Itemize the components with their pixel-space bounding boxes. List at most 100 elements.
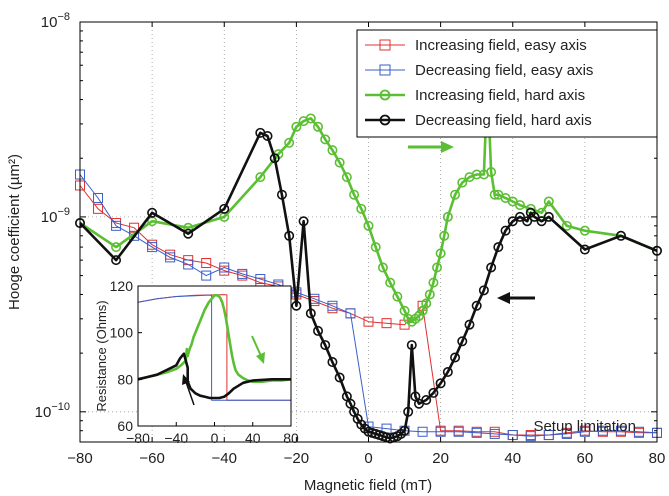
legend-marker — [379, 114, 391, 126]
data-point — [579, 225, 590, 236]
x-tick-label: 60 — [577, 450, 594, 467]
data-point — [363, 316, 374, 327]
legend: Increasing field, easy axis Decreasing fi… — [356, 29, 658, 138]
data-point — [507, 216, 518, 227]
data-point — [341, 172, 352, 183]
data-point — [579, 244, 590, 255]
y-tick-label: 10−8 — [41, 11, 70, 31]
data-point — [500, 225, 511, 236]
black-left-arrow — [497, 292, 535, 304]
setup-limitation-annotation: Setup limitation — [533, 418, 636, 435]
data-point — [165, 252, 176, 263]
data-point — [183, 222, 194, 233]
inset-y-axis-label: Resistance (Ohms) — [94, 300, 109, 411]
data-point — [410, 391, 421, 402]
data-point — [493, 242, 504, 253]
x-tick-label: 20 — [432, 450, 449, 467]
inset-plot: −80 −40 0 40 80 60 80 100 120 Resistance (Ohms) — [94, 278, 299, 446]
inset-x-tick-label: 40 — [245, 430, 261, 446]
legend-entry-decreasing-field-easy-axis: Decreasing field, easy axis — [365, 62, 593, 79]
data-point — [345, 308, 356, 319]
data-point — [381, 318, 392, 329]
data-point — [284, 230, 295, 241]
data-point — [392, 291, 403, 302]
data-point — [255, 274, 266, 285]
data-point — [579, 426, 590, 437]
data-point — [525, 431, 536, 442]
data-point — [428, 387, 439, 398]
data-point — [237, 268, 248, 279]
legend-label: Increasing field, easy axis — [415, 37, 587, 54]
legend-label: Increasing field, hard axis — [415, 87, 585, 104]
legend-label: Decreasing field, hard axis — [415, 112, 592, 129]
inset-black-arrow — [182, 374, 195, 406]
inset-series-layer — [137, 293, 292, 401]
y-tick-label: 10−10 — [35, 401, 70, 421]
data-point — [291, 300, 302, 311]
data-point — [201, 270, 212, 281]
inset-y-tick-label: 80 — [117, 371, 133, 387]
inset-series-line — [137, 293, 292, 384]
data-point — [349, 406, 360, 417]
data-point — [298, 216, 309, 227]
data-point — [489, 189, 500, 200]
data-point — [111, 242, 122, 253]
data-point — [219, 203, 230, 214]
data-point — [457, 177, 468, 188]
legend-marker — [379, 39, 391, 51]
data-point — [327, 357, 338, 368]
inset-x-tick-label: 0 — [211, 430, 219, 446]
series-line — [79, 131, 658, 440]
data-point — [111, 255, 122, 266]
inset-green-arrow — [251, 335, 265, 364]
legend-entry-decreasing-field-hard-axis: Decreasing field, hard axis — [365, 112, 592, 129]
data-point — [93, 203, 104, 214]
data-point — [349, 189, 360, 200]
data-point — [471, 427, 482, 438]
legend-marker — [379, 64, 391, 76]
data-point — [428, 277, 439, 288]
data-point — [111, 220, 122, 231]
x-tick-label: −40 — [212, 450, 237, 467]
data-point — [320, 134, 331, 145]
data-point — [406, 340, 417, 351]
x-tick-label: 0 — [364, 450, 372, 467]
data-point — [561, 220, 572, 231]
y-tick-label: 10−9 — [41, 206, 70, 226]
data-point — [183, 259, 194, 270]
data-point — [450, 189, 461, 200]
inset-x-tick-label: −40 — [164, 430, 188, 446]
data-point — [417, 426, 428, 437]
data-point — [615, 425, 626, 436]
data-point — [363, 220, 374, 231]
data-point — [219, 262, 230, 273]
data-point — [435, 378, 446, 389]
data-point — [435, 426, 446, 437]
x-axis-label: Magnetic field (mT) — [304, 477, 432, 494]
data-point — [486, 166, 497, 177]
data-point — [255, 172, 266, 183]
data-point — [356, 203, 367, 214]
inset-axis-ticks: −80 −40 0 40 80 60 80 100 120 — [110, 278, 299, 446]
data-point — [435, 248, 446, 259]
x-tick-label: 40 — [504, 450, 521, 467]
data-point — [421, 298, 432, 309]
series-decreasing-field-hard-axis — [75, 127, 662, 444]
data-point — [313, 325, 324, 336]
data-point — [291, 121, 302, 132]
data-point — [615, 230, 626, 241]
data-point — [377, 262, 388, 273]
data-point — [129, 222, 140, 233]
data-point — [370, 242, 381, 253]
inset-y-tick-label: 60 — [117, 418, 133, 434]
data-point — [561, 428, 572, 439]
data-point — [276, 189, 287, 200]
data-point — [334, 372, 345, 383]
inset-series-line — [137, 352, 291, 400]
data-point — [327, 300, 338, 311]
data-point — [633, 426, 644, 437]
inset-y-tick-label: 120 — [110, 278, 134, 294]
green-right-arrow — [408, 141, 454, 153]
